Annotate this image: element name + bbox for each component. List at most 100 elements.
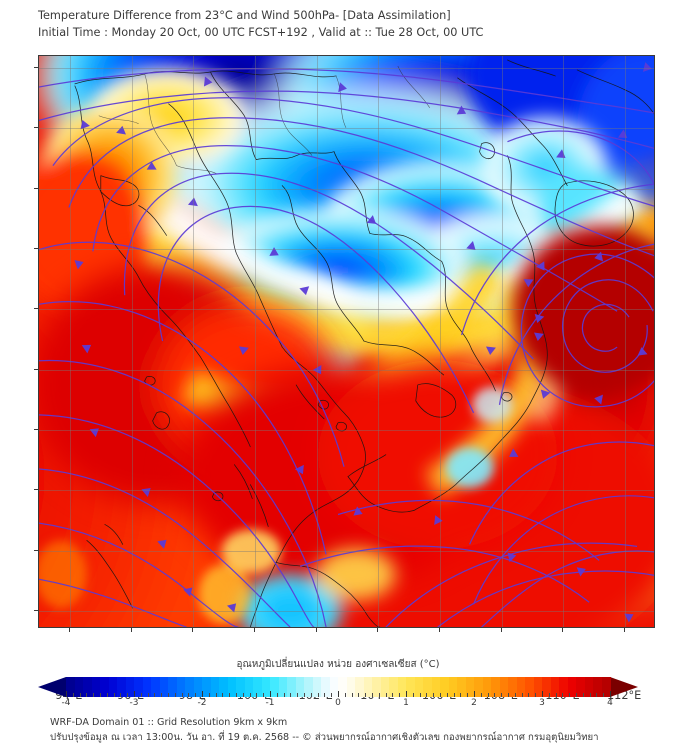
colorbar-segment xyxy=(542,677,552,697)
colorbar-minor-tick xyxy=(242,693,244,697)
colorbar-major-tick xyxy=(338,691,339,697)
colorbar-minor-tick xyxy=(548,693,550,697)
streamline-arrowheads xyxy=(74,62,652,623)
colorbar-segment xyxy=(601,677,611,697)
colorbar-minor-tick xyxy=(582,693,584,697)
colorbar-minor-tick xyxy=(331,693,333,697)
colorbar-minor-tick xyxy=(385,693,387,697)
colorbar-minor-tick xyxy=(86,693,88,697)
colorbar-segment xyxy=(533,677,543,697)
footer-block: WRF-DA Domain 01 :: Grid Resolution 9km … xyxy=(50,716,660,745)
colorbar-segment xyxy=(278,677,288,697)
colorbar-minor-tick xyxy=(433,693,435,697)
colorbar-major-tick xyxy=(202,691,203,697)
colorbar-minor-tick xyxy=(249,693,251,697)
map-plot-area[interactable]: 22°N 20°N 18°N 16°N 14°N 12°N 10°N 8°N 6… xyxy=(34,55,655,702)
colorbar-segment xyxy=(457,677,467,697)
colorbar-segment xyxy=(584,677,594,697)
colorbar-segment xyxy=(593,677,603,697)
colorbar-minor-tick xyxy=(154,693,156,697)
colorbar-segment xyxy=(244,677,254,697)
colorbar-minor-tick xyxy=(372,693,373,697)
colorbar-segment xyxy=(270,677,280,697)
colorbar-tick-label: 4 xyxy=(607,698,613,708)
colorbar-minor-tick xyxy=(596,693,598,697)
colorbar-minor-tick xyxy=(528,693,530,697)
colorbar-segment xyxy=(108,677,118,697)
footer-line-credit: ปรับปรุงข้อมูล ณ เวลา 13:00น. วัน อา. ที… xyxy=(50,731,599,743)
colorbar-major-tick xyxy=(406,691,407,697)
colorbar-minor-tick xyxy=(297,693,299,697)
colorbar-minor-tick xyxy=(195,693,197,697)
colorbar-segment xyxy=(253,677,263,697)
wind-streamline-layer xyxy=(39,62,654,627)
colorbar-segment xyxy=(261,677,271,697)
colorbar-minor-tick xyxy=(344,693,346,697)
colorbar-minor-tick xyxy=(263,693,265,697)
colorbar-segment xyxy=(83,677,93,697)
colorbar-minor-tick xyxy=(426,693,428,697)
colorbar-segment xyxy=(100,677,110,697)
colorbar-minor-tick xyxy=(290,693,292,697)
colorbar-segment xyxy=(508,677,518,697)
colorbar-major-tick xyxy=(270,691,271,697)
colorbar-minor-tick xyxy=(147,693,149,697)
colorbar-segment xyxy=(346,677,356,697)
colorbar-segment xyxy=(363,677,373,697)
colorbar-segment xyxy=(431,677,441,697)
colorbar-segment xyxy=(499,677,509,697)
colorbar-segment xyxy=(125,677,135,697)
colorbar-minor-tick xyxy=(161,693,163,697)
colorbar-minor-tick xyxy=(378,693,380,697)
colorbar-body[interactable]: -4 -3 -2 -1 0 1 2 3 4 xyxy=(62,677,613,708)
colorbar-minor-tick xyxy=(276,693,278,697)
colorbar-minor-tick xyxy=(501,693,503,697)
colorbar-title: อุณหภูมิเปลี่ยนแปลง หน่วย องศาเซลเซียส (… xyxy=(236,659,440,670)
colorbar-minor-tick xyxy=(120,693,122,697)
colorbar-over-arrow xyxy=(610,677,638,697)
footer-line-domain: WRF-DA Domain 01 :: Grid Resolution 9km … xyxy=(50,717,288,728)
colorbar-segment xyxy=(380,677,390,697)
colorbar-minor-tick xyxy=(113,693,115,697)
colorbar-segment xyxy=(193,677,203,697)
colorbar-tick-label: -2 xyxy=(197,698,207,708)
colorbar-segment xyxy=(321,677,331,697)
colorbar-segment xyxy=(567,677,577,697)
colorbar[interactable]: -4 -3 -2 -1 0 1 2 3 4 xyxy=(38,677,638,708)
colorbar-gradient xyxy=(66,677,611,697)
chart-title-line-1: Temperature Difference from 23°C and Win… xyxy=(38,9,451,22)
colorbar-minor-tick xyxy=(412,693,414,697)
colorbar-segment xyxy=(482,677,492,697)
colorbar-minor-tick xyxy=(569,693,571,697)
colorbar-segment xyxy=(91,677,101,697)
colorbar-minor-tick xyxy=(106,693,108,697)
colorbar-minor-tick xyxy=(521,693,523,697)
colorbar-minor-tick xyxy=(79,693,81,697)
colorbar-segment xyxy=(329,677,339,697)
colorbar-segment xyxy=(304,677,314,697)
colorbar-major-tick xyxy=(542,691,543,697)
colorbar-minor-tick xyxy=(304,693,305,697)
colorbar-segment xyxy=(440,677,450,697)
colorbar-tick-label: -3 xyxy=(129,698,139,708)
colorbar-segment xyxy=(176,677,186,697)
colorbar-segment xyxy=(185,677,195,697)
colorbar-segment xyxy=(151,677,161,697)
colorbar-minor-tick xyxy=(283,693,285,697)
colorbar-minor-tick xyxy=(93,693,95,697)
colorbar-minor-tick xyxy=(440,693,441,697)
colorbar-segment xyxy=(576,677,586,697)
colorbar-segment xyxy=(66,677,76,697)
colorbar-segment xyxy=(406,677,416,697)
colorbar-segment xyxy=(338,677,348,697)
colorbar-segment xyxy=(448,677,458,697)
colorbar-minor-tick xyxy=(467,693,469,697)
colorbar-minor-tick xyxy=(168,693,169,697)
colorbar-minor-tick xyxy=(256,693,258,697)
colorbar-segment xyxy=(287,677,297,697)
colorbar-minor-tick xyxy=(127,693,129,697)
colorbar-segment xyxy=(236,677,246,697)
colorbar-minor-tick xyxy=(562,693,564,697)
chart-title-line-2: Initial Time : Monday 20 Oct, 00 UTC FCS… xyxy=(38,25,484,39)
temperature-anomaly-field xyxy=(39,56,654,627)
